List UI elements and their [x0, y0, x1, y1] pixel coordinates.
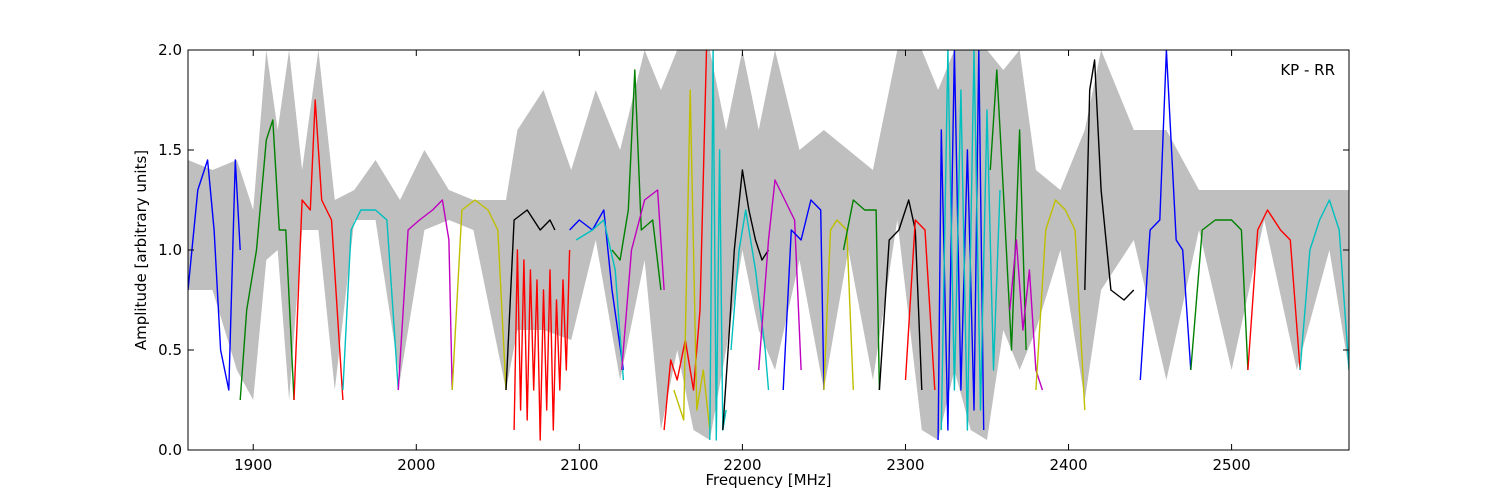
series-line-11 — [611, 69, 662, 291]
series-line-6 — [451, 199, 507, 391]
series-line-16 — [722, 169, 770, 431]
series-layer — [188, 50, 1349, 441]
y-tick-label: 1.5 — [158, 141, 182, 159]
series-line-29 — [1084, 59, 1135, 301]
series-line-5 — [397, 199, 453, 391]
series-line-18 — [758, 179, 802, 371]
series-line-4 — [342, 209, 399, 391]
series-line-8 — [513, 249, 571, 441]
x-axis-label: Frequency [MHz] — [705, 471, 831, 489]
y-tick-label: 1.0 — [158, 241, 182, 259]
y-tick-label: 0.5 — [158, 341, 182, 359]
series-line-7 — [505, 209, 556, 391]
series-line-10 — [575, 219, 625, 381]
y-axis-label: Amplitude [arbitrary units] — [132, 150, 150, 350]
series-line-26 — [989, 69, 1027, 351]
series-line-3 — [293, 99, 344, 401]
y-tick-label: 2.0 — [158, 41, 182, 59]
series-line-14 — [673, 89, 711, 431]
series-line-9 — [569, 209, 625, 371]
series-line-2 — [239, 119, 295, 401]
series-line-24 — [937, 50, 985, 441]
series-line-17 — [730, 209, 770, 391]
tick-layer: 1900 2000 2100 2200 2300 2400 2500 0.0 0.5 1.0 1.5… — [158, 41, 1349, 474]
x-tick-label: 2500 — [1213, 456, 1251, 474]
series-line-32 — [1247, 209, 1301, 371]
series-line-25 — [940, 50, 1001, 431]
series-line-30 — [1139, 50, 1192, 381]
x-tick-label: 2000 — [397, 456, 435, 474]
x-tick-label: 2100 — [560, 456, 598, 474]
series-line-28 — [1035, 199, 1086, 411]
x-tick-label: 2200 — [723, 456, 761, 474]
series-line-33 — [1299, 199, 1349, 371]
y-tick-label: 0.0 — [158, 441, 182, 459]
x-tick-label: 2400 — [1049, 456, 1087, 474]
series-line-22 — [878, 199, 923, 391]
series-line-20 — [823, 219, 854, 391]
plot-annotation: KP - RR — [1280, 61, 1335, 79]
series-line-1 — [188, 159, 241, 391]
series-line-21 — [842, 199, 881, 391]
series-line-19 — [782, 199, 825, 391]
x-tick-label: 2300 — [886, 456, 924, 474]
x-tick-label: 1900 — [234, 456, 272, 474]
series-line-12 — [621, 189, 665, 371]
series-line-31 — [1190, 219, 1249, 371]
series-line-23 — [904, 219, 936, 391]
